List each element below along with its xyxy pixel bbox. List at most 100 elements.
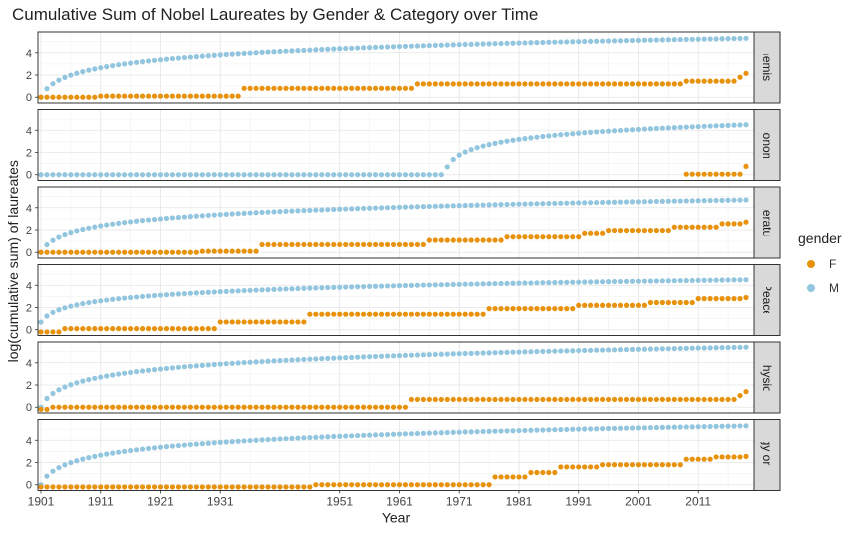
point-m-peace (110, 296, 116, 302)
point-f-physics (313, 404, 319, 410)
point-f-physiology-or-medicine (337, 482, 343, 488)
point-m-chemistry (331, 46, 337, 52)
point-m-physiology-or-medicine (402, 431, 409, 437)
point-f-chemistry (295, 85, 301, 91)
point-m-peace (247, 287, 253, 293)
point-f-peace (229, 319, 235, 325)
point-m-physics (145, 367, 152, 373)
point-m-peace (659, 278, 665, 284)
point-m-chemistry (605, 38, 612, 44)
point-f-chemistry (337, 85, 343, 91)
point-m-physiology-or-medicine (492, 428, 498, 434)
point-f-physiology-or-medicine (719, 454, 725, 460)
point-m-literature (235, 211, 241, 217)
point-m-chemistry (122, 61, 128, 67)
point-f-chemistry (689, 78, 695, 84)
point-m-physics (701, 345, 707, 351)
point-m-economic (145, 172, 152, 178)
point-f-chemistry (128, 93, 134, 99)
point-f-physics (86, 404, 92, 410)
point-f-chemistry (331, 85, 337, 91)
point-f-literature (725, 221, 731, 227)
point-f-chemistry (713, 78, 719, 84)
point-m-economic (223, 172, 229, 178)
point-m-physiology-or-medicine (588, 426, 594, 432)
point-m-physics (74, 380, 80, 386)
point-f-physics (175, 404, 182, 410)
point-m-literature (570, 200, 576, 206)
point-m-economic (98, 172, 104, 178)
point-f-chemistry (534, 81, 540, 87)
point-m-peace (355, 284, 361, 290)
point-f-chemistry (378, 85, 385, 91)
point-m-literature (247, 210, 253, 216)
facet-label-chemistry: Chemistry (760, 40, 774, 94)
panel-background-economic (38, 109, 754, 181)
point-f-physics (582, 396, 588, 403)
point-m-chemistry (50, 81, 56, 87)
point-f-chemistry (217, 93, 223, 99)
point-m-chemistry (713, 36, 719, 42)
point-m-economic (576, 130, 582, 136)
point-m-peace (193, 290, 199, 296)
point-m-literature (498, 202, 504, 208)
point-f-physiology-or-medicine (283, 484, 289, 490)
point-f-chemistry (139, 93, 146, 99)
point-m-peace (301, 285, 307, 291)
point-m-economic (492, 140, 498, 146)
point-m-peace (44, 313, 50, 319)
point-m-peace (289, 286, 295, 292)
point-f-physics (564, 396, 570, 403)
point-f-chemistry (367, 85, 373, 91)
point-f-chemistry (301, 85, 307, 91)
point-m-peace (122, 295, 128, 301)
point-m-physiology-or-medicine (175, 442, 182, 449)
point-f-peace (641, 302, 648, 308)
point-m-literature (516, 201, 522, 207)
point-m-physiology-or-medicine (396, 431, 403, 437)
point-f-physics (44, 406, 50, 413)
facet-strip-economic (753, 109, 781, 181)
point-m-economic (432, 172, 438, 178)
point-m-literature (331, 206, 337, 213)
point-f-physics (635, 396, 642, 403)
point-f-physics (217, 404, 223, 410)
x-tick-label: 2001 (625, 495, 652, 509)
point-m-literature (163, 215, 170, 222)
point-f-physiology-or-medicine (456, 482, 462, 488)
point-m-economic (325, 172, 331, 178)
point-f-chemistry (725, 78, 731, 84)
point-m-peace (677, 277, 683, 284)
y-tick-label: 0 (26, 170, 32, 182)
point-m-literature (653, 198, 659, 205)
point-m-chemistry (128, 60, 134, 66)
point-m-economic (731, 122, 737, 128)
point-f-literature (145, 249, 152, 255)
x-tick-label: 1981 (506, 495, 533, 509)
point-f-peace (122, 326, 128, 332)
point-m-literature (474, 202, 480, 208)
point-m-economic (110, 172, 116, 178)
point-m-chemistry (175, 55, 182, 61)
point-m-peace (546, 279, 552, 286)
point-f-chemistry (683, 78, 689, 84)
point-f-literature (205, 248, 211, 254)
point-m-physiology-or-medicine (283, 436, 289, 442)
point-f-chemistry (104, 93, 110, 99)
point-f-physiology-or-medicine (635, 462, 642, 468)
point-f-chemistry (737, 74, 743, 80)
y-tick-label: 4 (26, 125, 32, 137)
point-f-physics (671, 396, 677, 403)
point-f-chemistry (277, 85, 283, 91)
point-m-physics (570, 348, 576, 354)
point-m-physiology-or-medicine (420, 430, 426, 436)
point-m-chemistry (647, 37, 654, 43)
point-f-literature (116, 249, 122, 255)
point-f-physiology-or-medicine (444, 482, 450, 488)
point-m-literature (205, 212, 211, 219)
point-m-physiology-or-medicine (617, 425, 624, 431)
point-f-physics (271, 404, 277, 410)
point-m-physics (600, 347, 606, 353)
point-m-physics (641, 346, 648, 352)
point-f-physics (151, 404, 158, 410)
